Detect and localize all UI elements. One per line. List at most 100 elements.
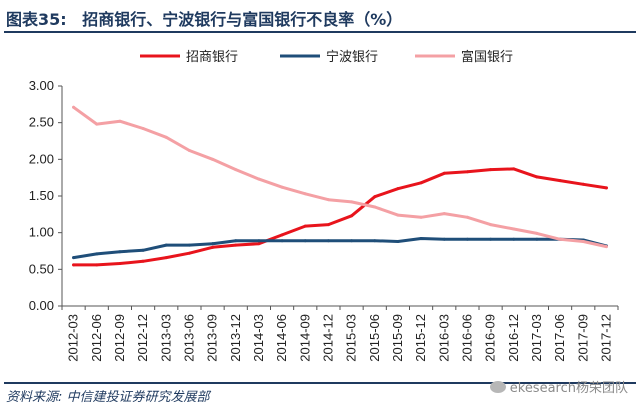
x-tick-label: 2017-09 [575, 314, 590, 362]
data-point [512, 227, 516, 231]
x-axis: 2012-03 2012-06 2012-09 2012-12 2013-03 2013-… [61, 305, 619, 362]
data-point [187, 251, 191, 255]
data-point [164, 243, 168, 247]
data-point [442, 212, 446, 216]
x-tick-label: 2017-03 [529, 314, 544, 362]
legend-label: 富国银行 [461, 49, 513, 65]
chart-title: 图表35: 招商银行、宁波银行与富国银行不良率（%） [6, 6, 402, 30]
legend-label: 招商银行 [186, 50, 238, 65]
data-point [164, 135, 168, 139]
data-point [211, 157, 215, 161]
data-point [535, 231, 539, 235]
data-point [118, 261, 122, 265]
data-point [234, 239, 238, 243]
data-point [187, 149, 191, 153]
data-point [257, 239, 261, 243]
data-point [211, 242, 215, 246]
data-point [234, 243, 238, 247]
y-axis: 0.00 0.50 1.00 1.50 2.00 2.50 3.00 [29, 78, 63, 313]
y-tick-label: 1.50 [29, 188, 54, 203]
data-point [303, 192, 307, 196]
figure-label: 图表35: [6, 10, 67, 29]
data-point [280, 239, 284, 243]
x-tick-label: 2013-09 [205, 314, 220, 362]
data-point [350, 214, 354, 218]
data-point [164, 256, 168, 260]
y-tick-label: 3.00 [29, 78, 54, 93]
series-line-2 [72, 237, 608, 260]
data-point [373, 195, 377, 199]
data-point [141, 248, 145, 252]
x-tick-label: 2015-03 [344, 314, 359, 362]
y-tick-label: 2.50 [29, 115, 54, 130]
data-point [72, 256, 76, 260]
data-point [72, 105, 76, 109]
y-tick-label: 1.00 [29, 225, 54, 240]
data-point [303, 239, 307, 243]
data-point [303, 224, 307, 228]
x-tick-label: 2012-06 [89, 314, 104, 362]
line-chart: 招商银行 宁波银行 富国银行 0.00 0.50 1.00 1.50 2.00 2.50 3.0… [29, 49, 619, 362]
data-point [442, 237, 446, 241]
y-tick-label: 2.00 [29, 151, 54, 166]
data-point [419, 215, 423, 219]
y-tick-label: 0.00 [29, 298, 54, 313]
source-note: 资料来源: 中信建投证券研究发展部 [6, 390, 210, 405]
x-tick-label: 2016-12 [506, 314, 521, 362]
data-point [442, 171, 446, 175]
wechat-icon [489, 380, 506, 393]
data-point [465, 237, 469, 241]
data-point [211, 245, 215, 249]
data-point [234, 168, 238, 172]
data-point [396, 213, 400, 217]
data-point [280, 185, 284, 189]
x-tick-label: 2016-03 [436, 314, 451, 362]
data-point [326, 239, 330, 243]
data-point [95, 263, 99, 267]
series-line-3 [72, 105, 608, 249]
y-tick-label: 0.50 [29, 261, 54, 276]
x-tick-label: 2017-12 [598, 314, 613, 362]
data-point [604, 245, 608, 249]
x-tick-label: 2015-12 [413, 314, 428, 362]
series-line-1 [72, 167, 608, 267]
data-point [373, 239, 377, 243]
x-tick-label: 2015-09 [390, 314, 405, 362]
data-point [72, 263, 76, 267]
data-point [396, 239, 400, 243]
data-point [95, 122, 99, 126]
data-point [604, 186, 608, 190]
data-point [95, 252, 99, 256]
data-point [558, 237, 562, 241]
watermark: ekesearch杨荣团队 [489, 377, 628, 396]
data-point [489, 223, 493, 227]
data-point [350, 200, 354, 204]
data-point [465, 170, 469, 174]
title-rule [4, 31, 636, 33]
x-tick-label: 2015-06 [367, 314, 382, 362]
data-point [373, 205, 377, 209]
x-tick-label: 2014-12 [320, 314, 335, 362]
data-point [512, 167, 516, 171]
data-point [581, 182, 585, 186]
series-layer [72, 105, 608, 267]
x-tick-label: 2014-09 [297, 314, 312, 362]
x-tick-label: 2013-06 [181, 314, 196, 362]
data-point [419, 237, 423, 241]
x-tick-label: 2014-06 [274, 314, 289, 362]
footer-rule [4, 382, 636, 384]
x-tick-label: 2016-06 [459, 314, 474, 362]
data-point [257, 242, 261, 246]
x-tick-label: 2017-06 [552, 314, 567, 362]
data-point [489, 168, 493, 172]
data-point [118, 119, 122, 123]
data-point [280, 233, 284, 237]
figure-header: 图表35: 招商银行、宁波银行与富国银行不良率（%） [0, 0, 640, 33]
x-tick-label: 2012-12 [135, 314, 150, 362]
data-point [187, 243, 191, 247]
data-point [558, 179, 562, 183]
legend-label: 宁波银行 [326, 49, 378, 65]
legend: 招商银行 宁波银行 富国银行 [140, 49, 513, 65]
data-point [257, 177, 261, 181]
data-point [396, 187, 400, 191]
